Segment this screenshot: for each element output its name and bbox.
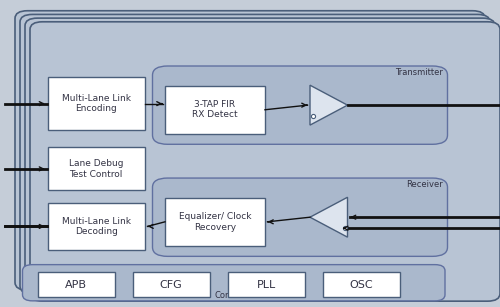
Text: 3-TAP FIR
RX Detect: 3-TAP FIR RX Detect <box>192 100 238 119</box>
FancyBboxPatch shape <box>30 22 500 301</box>
Text: OSC: OSC <box>350 280 373 290</box>
FancyBboxPatch shape <box>22 265 445 301</box>
Bar <box>165 86 265 134</box>
Bar <box>48 77 145 130</box>
Bar <box>165 198 265 246</box>
Text: PLL: PLL <box>256 280 276 290</box>
Text: Common: Common <box>215 291 252 300</box>
Bar <box>38 272 115 297</box>
FancyBboxPatch shape <box>152 178 448 256</box>
FancyBboxPatch shape <box>15 11 485 290</box>
Bar <box>48 147 145 190</box>
Text: Multi-Lane Link
Encoding: Multi-Lane Link Encoding <box>62 94 131 113</box>
FancyBboxPatch shape <box>20 14 490 294</box>
FancyBboxPatch shape <box>25 18 495 297</box>
Bar <box>322 272 400 297</box>
Text: Equalizer/ Clock
Recovery: Equalizer/ Clock Recovery <box>179 212 252 231</box>
Bar <box>132 272 210 297</box>
Text: Transmitter: Transmitter <box>394 68 442 76</box>
Bar <box>228 272 305 297</box>
Text: CFG: CFG <box>160 280 182 290</box>
Text: Receiver: Receiver <box>406 180 442 188</box>
Text: Multi-Lane Link
Decoding: Multi-Lane Link Decoding <box>62 217 131 236</box>
Polygon shape <box>310 85 348 125</box>
Text: APB: APB <box>65 280 88 290</box>
Bar <box>48 203 145 250</box>
Polygon shape <box>310 197 348 237</box>
Text: Lane Debug
Test Control: Lane Debug Test Control <box>69 159 124 179</box>
FancyBboxPatch shape <box>152 66 448 144</box>
